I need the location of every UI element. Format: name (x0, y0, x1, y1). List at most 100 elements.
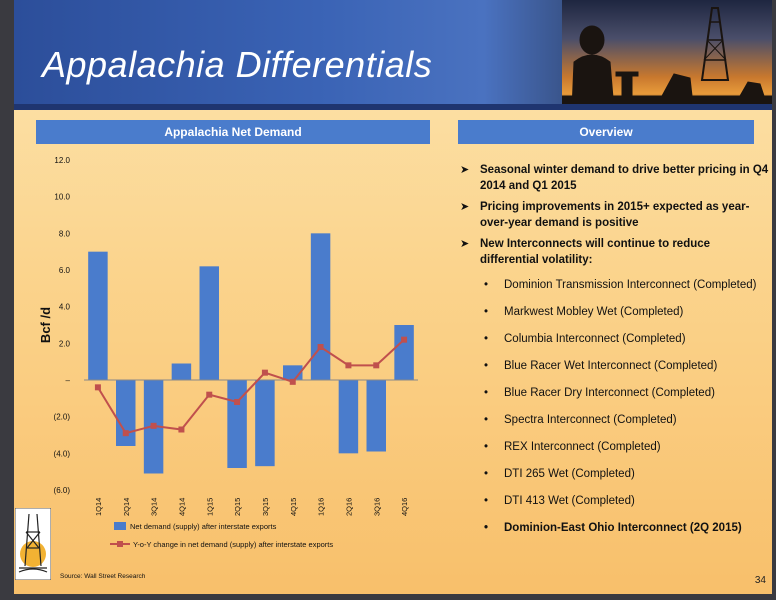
dot-bullet-icon: • (484, 387, 489, 399)
bar (394, 325, 414, 380)
bar (255, 380, 275, 467)
y-tick-label: (4.0) (54, 449, 71, 458)
legend-bar-label: Net demand (supply) after interstate exp… (130, 522, 277, 531)
interconnect-item-text: Markwest Mobley Wet (Completed) (504, 306, 684, 318)
dot-bullet-icon: • (484, 360, 489, 372)
interconnect-item-text: Dominion Transmission Interconnect (Comp… (504, 279, 757, 291)
yoy-change-line (97, 338, 405, 435)
interconnect-item-text: DTI 265 Wet (Completed) (504, 468, 635, 480)
x-tick-label: 3Q14 (150, 498, 159, 516)
y-tick-label: 6.0 (59, 266, 71, 275)
oil-rig-silhouette-icon (561, 7, 772, 110)
bar (227, 380, 247, 468)
y-tick-label: 8.0 (59, 229, 71, 238)
legend-bar-swatch (114, 522, 126, 530)
y-tick-label: 2.0 (59, 339, 71, 348)
line-point (234, 399, 241, 405)
interconnect-item: • Blue Racer Dry Interconnect (Completed) (460, 386, 772, 401)
interconnect-item-text: Blue Racer Dry Interconnect (Completed) (504, 387, 715, 399)
interconnect-item: • DTI 265 Wet (Completed) (460, 467, 772, 482)
net-demand-chart: 12.0 10.0 8.0 6.0 4.0 2.0 – (2.0) (4.0) (6.0) Bcf … (38, 156, 418, 549)
overview-bullet-text: Seasonal winter demand to drive better p… (480, 164, 769, 192)
y-axis-label: Bcf /d (38, 307, 53, 343)
line-point (373, 362, 380, 369)
x-tick-label: 1Q15 (205, 498, 214, 516)
arrow-bullet-icon: ➤ (460, 201, 470, 213)
x-tick-label: 3Q16 (372, 498, 381, 516)
dot-bullet-icon: • (484, 279, 489, 291)
interconnect-item: • Spectra Interconnect (Completed) (460, 413, 772, 428)
overview-bullet: ➤ Pricing improvements in 2015+ expected … (460, 199, 772, 231)
slide-title: Appalachia Differentials (42, 44, 433, 85)
interconnect-item: • Markwest Mobley Wet (Completed) (460, 305, 772, 320)
interconnect-item-text: Dominion-East Ohio Interconnect (2Q 2015… (504, 522, 742, 534)
oilfield-sunset-image (561, 0, 772, 110)
y-tick-label: (6.0) (54, 486, 71, 495)
interconnect-item: • REX Interconnect (Completed) (460, 440, 772, 455)
dot-bullet-icon: • (484, 333, 489, 345)
arrow-bullet-icon: ➤ (460, 238, 470, 250)
bar (199, 266, 219, 380)
line-point (178, 426, 185, 433)
overview-bullet: ➤ Seasonal winter demand to drive better … (460, 162, 772, 194)
legend-line-label: Y-o-Y change in net demand (supply) afte… (133, 540, 333, 549)
line-point (122, 430, 129, 437)
x-tick-label: 4Q16 (400, 498, 409, 516)
x-tick-label: 1Q16 (317, 498, 326, 516)
y-tick-label: – (66, 376, 71, 385)
interconnect-item-text: DTI 413 Wet (Completed) (504, 495, 635, 507)
x-tick-label: 2Q16 (344, 498, 353, 516)
bar (171, 363, 192, 380)
x-tick-label: 2Q14 (122, 498, 131, 516)
overview-list: ➤ Seasonal winter demand to drive better … (460, 162, 772, 548)
dot-bullet-icon: • (484, 468, 489, 480)
frame-bottom (0, 594, 776, 600)
interconnect-item-text: REX Interconnect (Completed) (504, 441, 661, 453)
x-tick-label: 1Q14 (94, 498, 103, 516)
x-tick-label: 2Q15 (233, 498, 242, 516)
chart-section-header: Appalachia Net Demand (36, 120, 430, 144)
interconnect-item-text: Columbia Interconnect (Completed) (504, 333, 686, 345)
line-point (289, 378, 296, 385)
interconnect-item: • Dominion Transmission Interconnect (Com… (460, 278, 772, 293)
overview-section-header: Overview (458, 120, 754, 144)
y-tick-label: 12.0 (54, 156, 70, 165)
x-tick-label: 3Q15 (261, 498, 270, 516)
header-underline (14, 104, 772, 110)
source-note: Source: Wall Street Research (60, 573, 146, 580)
legend-line-marker (117, 541, 123, 547)
interconnect-item-text: Blue Racer Wet Interconnect (Completed) (504, 360, 718, 372)
overview-bullet-text: New Interconnects will continue to reduc… (480, 238, 711, 266)
line-point (206, 391, 213, 398)
x-tick-label: 4Q15 (289, 498, 298, 516)
interconnect-item-text: Spectra Interconnect (Completed) (504, 414, 677, 426)
overview-bullet: ➤ New Interconnects will continue to redu… (460, 236, 772, 268)
overview-bullet-text: Pricing improvements in 2015+ expected a… (480, 201, 750, 229)
page-number: 34 (754, 575, 766, 586)
company-logo (15, 508, 51, 580)
bar (116, 380, 136, 446)
frame-left (0, 0, 14, 600)
line-point (150, 422, 157, 429)
bar (88, 251, 108, 380)
bar (366, 380, 386, 452)
y-tick-label: (2.0) (54, 413, 71, 422)
dot-bullet-icon: • (484, 441, 489, 453)
line-point (401, 336, 408, 343)
dot-bullet-icon: • (484, 522, 489, 534)
interconnect-item: • DTI 413 Wet (Completed) (460, 494, 772, 509)
interconnect-item: • Blue Racer Wet Interconnect (Completed) (460, 359, 772, 374)
x-tick-label: 4Q14 (177, 498, 186, 516)
header-banner (14, 0, 772, 110)
line-point (317, 344, 324, 350)
bar (310, 233, 331, 380)
y-tick-label: 10.0 (54, 193, 70, 202)
interconnect-item: • Columbia Interconnect (Completed) (460, 332, 772, 347)
line-point (261, 369, 268, 376)
dot-bullet-icon: • (484, 414, 489, 426)
interconnect-list: • Dominion Transmission Interconnect (Com… (460, 278, 772, 536)
line-point (345, 362, 352, 369)
arrow-bullet-icon: ➤ (460, 164, 470, 176)
line-point (94, 384, 101, 391)
